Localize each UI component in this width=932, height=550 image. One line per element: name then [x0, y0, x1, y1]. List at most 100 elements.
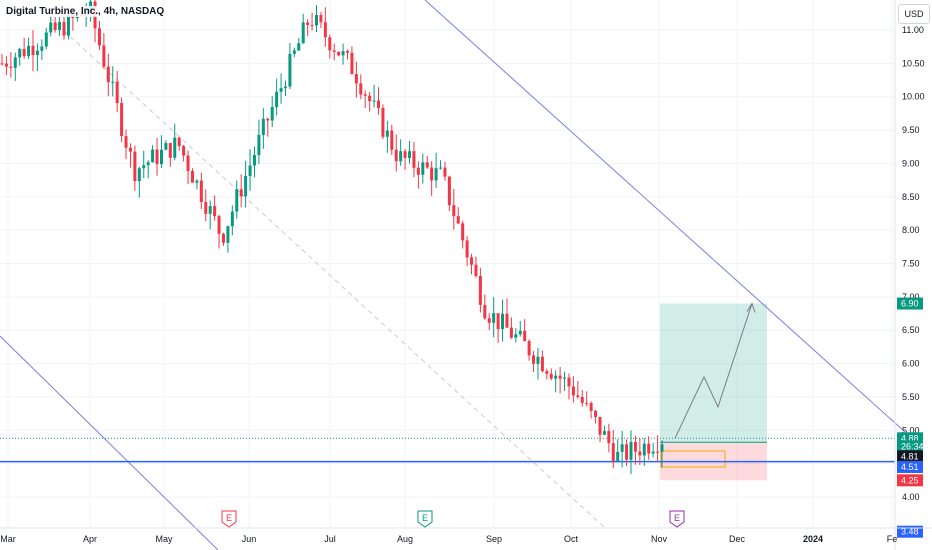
candle-body — [478, 275, 482, 305]
earnings-marker-label: E — [226, 513, 232, 523]
time-axis-label: Sep — [486, 534, 502, 544]
candle-body — [306, 22, 310, 25]
profit-zone — [660, 303, 767, 443]
candle-body — [40, 46, 44, 51]
candle-body — [137, 168, 141, 182]
price-tag-label: 6.90 — [901, 299, 919, 309]
candle-body — [523, 330, 527, 342]
price-tag-label: 4.25 — [901, 475, 919, 485]
candle-body — [536, 356, 540, 364]
earnings-marker-label: E — [674, 513, 680, 523]
candle-body — [456, 216, 460, 224]
candle-body — [337, 51, 341, 56]
candle-body — [297, 43, 301, 51]
candle-body — [576, 395, 580, 398]
price-tag-label: 4.88 — [901, 433, 919, 443]
candle-body — [660, 444, 664, 452]
candle-body — [594, 410, 598, 417]
candle-body — [447, 176, 451, 206]
candle-body — [496, 313, 500, 329]
candle-body — [492, 313, 496, 323]
candle-body — [439, 167, 443, 169]
candle-body — [629, 441, 633, 460]
candle-body — [620, 444, 624, 452]
price-axis-label: 8.50 — [902, 192, 920, 202]
candle-body — [412, 151, 416, 168]
candle-body — [133, 151, 137, 182]
candle-body — [607, 431, 611, 444]
candle-body — [518, 330, 522, 335]
candle-body — [4, 63, 8, 67]
candle-body — [341, 51, 345, 56]
time-axis-label: 2024 — [803, 534, 823, 544]
candle-body — [434, 168, 438, 181]
candle-body — [372, 100, 376, 102]
time-axis-label: Oct — [564, 534, 579, 544]
candle-body — [301, 22, 305, 44]
candle-body — [589, 402, 593, 411]
candle-body — [470, 257, 474, 265]
candle-body — [208, 206, 212, 214]
candle-body — [580, 397, 584, 403]
earnings-marker — [669, 510, 685, 528]
candle-body — [558, 375, 562, 379]
time-axis-label: May — [155, 534, 173, 544]
price-tag-label: 26:34 — [901, 441, 924, 451]
lower-trendline — [0, 335, 219, 550]
candle-body — [128, 147, 132, 152]
time-axis-label: Jul — [324, 534, 336, 544]
candle-body — [266, 118, 270, 121]
candle-body — [452, 205, 456, 217]
candle-body — [638, 451, 642, 456]
time-axis-label: Jun — [242, 534, 257, 544]
candle-body — [425, 162, 429, 168]
candle-body — [27, 45, 31, 57]
price-axis-label: 9.00 — [902, 158, 920, 168]
candle-body — [248, 165, 252, 176]
candle-body — [168, 143, 172, 158]
candle-body — [403, 151, 407, 158]
candle-body — [359, 83, 363, 95]
dashed-channel-line — [49, 17, 606, 529]
candle-body — [474, 264, 478, 276]
candle-body — [9, 66, 13, 68]
candle-body — [120, 103, 124, 137]
upper-trendline — [424, 0, 906, 433]
candle-body — [554, 375, 558, 379]
candle-body — [328, 37, 332, 51]
price-tag-label: 4.81 — [901, 451, 919, 461]
price-tag-label: 4.51 — [901, 462, 919, 472]
candle-body — [545, 371, 549, 374]
price-tag-label: 3.48 — [901, 527, 919, 537]
candle-body — [288, 53, 292, 87]
candle-body — [235, 189, 239, 212]
candle-body — [252, 155, 256, 166]
candle-body — [44, 32, 48, 47]
candle-body — [182, 146, 186, 156]
candle-body — [385, 130, 389, 137]
currency-button[interactable]: USD — [898, 4, 930, 24]
price-axis-label: 6.00 — [902, 359, 920, 369]
candle-body — [527, 341, 531, 356]
candle-body — [190, 171, 194, 183]
candle-body — [221, 233, 225, 243]
time-axis-label: Nov — [651, 534, 668, 544]
candle-body — [416, 167, 420, 175]
time-axis-label: Fe — [887, 534, 898, 544]
chart-title: Digital Turbine, Inc., 4h, NASDAQ — [4, 6, 167, 17]
candle-body — [217, 216, 221, 234]
candle-body — [443, 167, 447, 177]
candle-body — [102, 45, 106, 67]
price-axis-label: 11.00 — [902, 25, 924, 35]
candle-body — [314, 15, 318, 26]
candle-body — [115, 81, 119, 104]
candle-body — [642, 443, 646, 456]
candle-body — [195, 180, 199, 183]
candle-body — [49, 22, 53, 33]
candle-body — [186, 155, 190, 172]
candle-body — [487, 318, 491, 323]
candle-body — [226, 226, 230, 243]
candle-body — [571, 386, 575, 396]
